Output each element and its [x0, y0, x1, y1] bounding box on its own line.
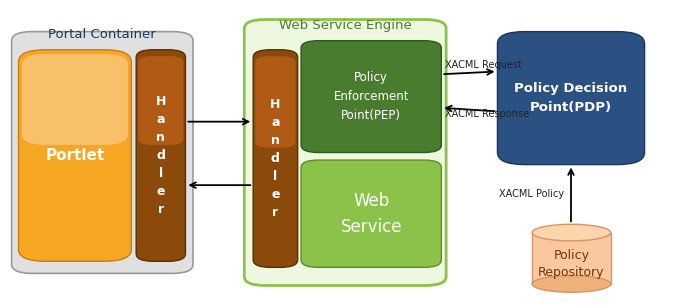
FancyBboxPatch shape [22, 54, 128, 145]
Text: Web Service Engine: Web Service Engine [279, 19, 412, 32]
FancyBboxPatch shape [256, 56, 295, 148]
Text: XACML Request: XACML Request [444, 60, 521, 70]
FancyBboxPatch shape [301, 160, 441, 267]
Ellipse shape [532, 276, 611, 292]
FancyBboxPatch shape [138, 56, 183, 145]
Text: Policy
Repository: Policy Repository [538, 249, 605, 279]
FancyBboxPatch shape [136, 50, 185, 261]
Text: Policy
Enforcement
Point(PEP): Policy Enforcement Point(PEP) [333, 71, 409, 122]
Text: H
a
n
d
l
e
r: H a n d l e r [270, 98, 280, 219]
FancyBboxPatch shape [254, 50, 297, 267]
FancyBboxPatch shape [19, 50, 131, 261]
FancyBboxPatch shape [301, 41, 441, 152]
Text: Policy Decision
Point(PDP): Policy Decision Point(PDP) [515, 82, 627, 114]
Bar [532, 233, 611, 284]
Ellipse shape [532, 224, 611, 241]
Text: Portlet: Portlet [45, 148, 104, 163]
FancyBboxPatch shape [245, 20, 446, 285]
FancyBboxPatch shape [497, 32, 644, 165]
Text: XACML Response: XACML Response [444, 109, 529, 119]
FancyBboxPatch shape [12, 32, 193, 273]
Bar [532, 232, 610, 234]
Text: Web
Service: Web Service [341, 192, 402, 236]
Text: XACML Policy: XACML Policy [499, 189, 564, 199]
Text: H
a
n
d
l
e
r: H a n d l e r [156, 95, 166, 216]
Text: Portal Container: Portal Container [49, 28, 156, 41]
